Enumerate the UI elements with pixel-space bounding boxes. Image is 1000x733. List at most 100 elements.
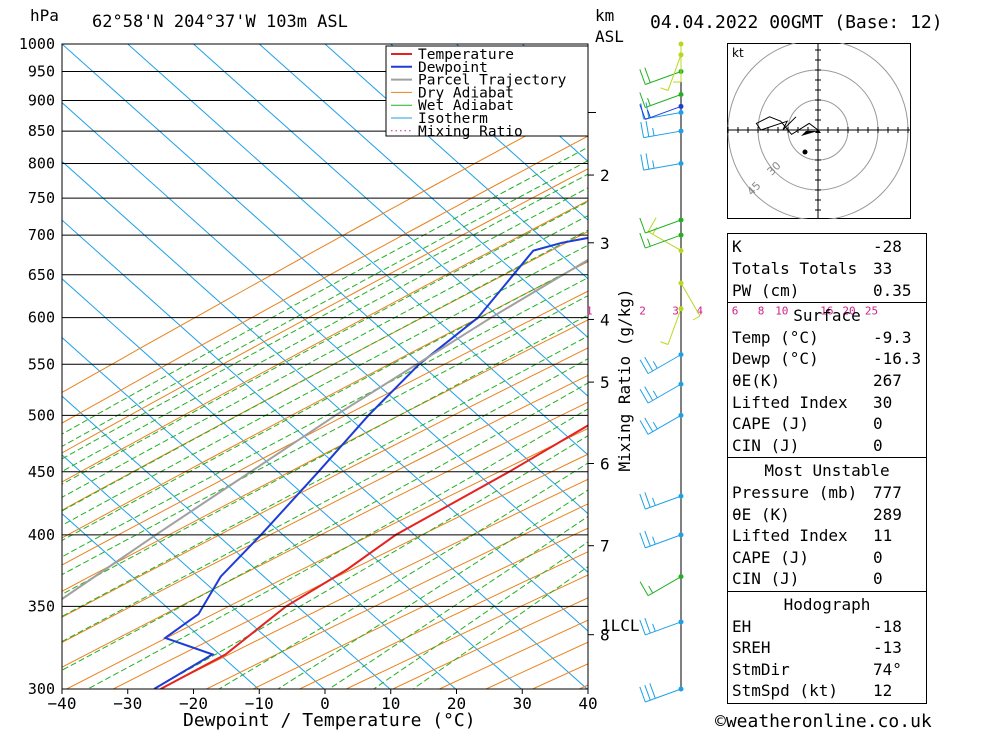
wind-barb [639,683,684,703]
hodo-eh: EH -18 [732,617,902,636]
mu-pressure: Pressure (mb) 777 [732,483,902,502]
wind-barb [640,102,684,120]
dry-adiabat-line [62,401,588,668]
wind-barb [639,232,684,249]
temperature-line [160,424,588,689]
surface-dewp: Dewp (°C) -16.3 [732,349,922,368]
indices-panel: K -28 Totals Totals 33 PW (cm) 0.35 Surface… [727,233,927,704]
mu-cape: CAPE (J) 0 [732,548,883,567]
wind-barb [639,574,684,597]
temp-tick-label: 10 [381,694,400,713]
wet-adiabat-line [87,408,588,689]
pressure-tick-label: 350 [28,597,55,615]
pressure-tick-label: 450 [28,463,55,481]
location-title: 62°58'N 204°37'W 103m ASL [92,12,348,32]
temp-tick-label: 20 [447,694,466,713]
credit-text: ©weatheronline.co.uk [715,711,932,732]
mixing-ratio-label: 20 [842,305,855,318]
wet-adiabat-line [62,173,588,460]
hodograph-point [802,149,808,155]
km-tick-label: 5 [600,373,610,392]
legend-label: Dry Adiabat [418,85,514,101]
index-row-totals: Totals Totals 33 [732,259,893,278]
isotherm-line [390,44,588,221]
wind-barb [639,381,684,404]
mu-lifted-index: Lifted Index 11 [732,526,893,545]
indices-block-hodograph [727,591,927,704]
hodo-sreh: SREH -13 [732,638,902,657]
pressure-tick-label: 1000 [19,35,55,53]
km-tick-label: 6 [600,455,610,474]
pressure-tick-label: 550 [28,355,55,373]
storm-motion-arrow-icon [801,131,818,136]
isotherm-line [62,278,522,689]
hodo-stmdir: StmDir 74° [732,660,902,679]
pressure-tick-label: 850 [28,122,55,140]
wind-barb [639,103,684,120]
wind-barb [640,120,684,139]
mixing-ratio-axis-title: Mixing Ratio (g/kg) [615,288,634,471]
dry-adiabat-line [159,478,588,689]
wind-barb [639,492,684,510]
isotherm-line [62,454,325,689]
dry-adiabat-line [66,427,588,689]
mixing-ratio-label: 2 [639,305,646,318]
pressure-tick-label: 950 [28,62,55,80]
mixing-ratio-label: 4 [696,305,703,318]
mixing-ratio-label: 16 [820,305,833,318]
hodograph-origin-marker [815,129,821,133]
mixing-ratio-label: 8 [758,305,765,318]
surface-title: Surface [793,306,861,325]
surface-cin: CIN (J) 0 [732,436,883,455]
isotherm-line [62,160,588,632]
legend-label: Wet Adiabat [418,98,514,114]
parcel-trajectory-line [62,258,588,601]
km-tick-label: 8 [600,626,610,645]
dry-adiabat-line [62,319,588,592]
lcl-label: 1LCL [601,616,640,635]
legend-label: Parcel Trajectory [418,73,567,89]
index-row-k: K -28 [732,237,902,256]
isotherm-line [258,44,588,339]
km-tick-label: 3 [600,234,610,253]
dry-adiabat-line [62,290,588,566]
pressure-tick-label: 750 [28,189,55,207]
wet-adiabat-line [62,160,588,448]
x-axis-title: Dewpoint / Temperature (°C) [183,710,476,731]
surface-lifted-index: Lifted Index 30 [732,393,893,412]
temp-tick-label: 40 [578,694,597,713]
pressure-tick-label: 900 [28,91,55,109]
wind-barb [639,217,684,234]
isotherm-line [127,44,588,456]
temp-tick-label: 0 [320,694,330,713]
mu-thetae: θE (K) 289 [732,505,902,524]
km-tick-label: 7 [600,537,610,556]
temp-tick-label: −30 [113,694,142,713]
legend-label: Isotherm [418,111,488,127]
pressure-tick-label: 600 [28,309,55,327]
wind-barb [639,412,684,435]
legend-label: Temperature [418,47,514,63]
dry-adiabat-line [206,503,588,689]
dry-adiabat-line [62,374,588,643]
wind-barb [639,530,684,549]
dry-adiabat-line [62,135,588,424]
dry-adiabat-line [113,453,588,689]
wind-barb [639,352,684,375]
isotherm-line [62,44,588,515]
dewpoint-line [153,236,588,689]
legend-box [385,45,589,137]
most-unstable-title: Most Unstable [764,461,890,480]
hodo-stmspd: StmSpd (kt) 12 [732,681,893,700]
hodograph-title: Hodograph [783,595,871,614]
isotherm-line [324,44,588,280]
mu-cin: CIN (J) 0 [732,569,883,588]
mixing-ratio-label: 10 [775,305,788,318]
wind-barb [647,217,684,254]
index-row-pw: PW (cm) 0.35 [732,281,912,300]
wind-barb [678,280,701,321]
pressure-tick-label: 700 [28,226,55,244]
